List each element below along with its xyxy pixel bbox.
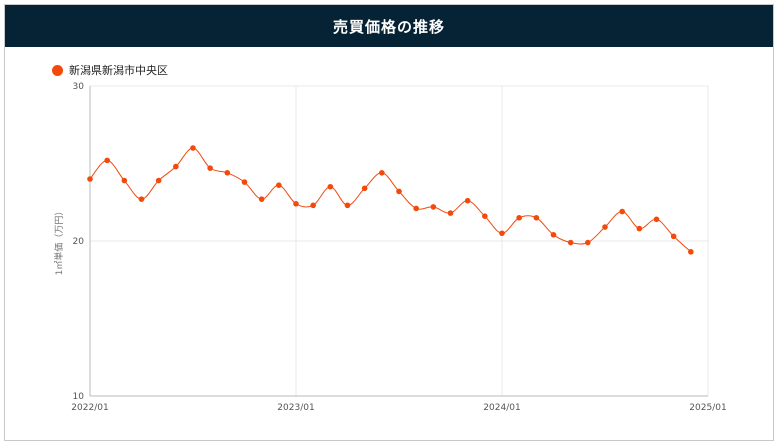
data-point [516,214,522,221]
data-point [207,165,213,171]
data-point [224,170,231,176]
data-point [310,202,316,209]
data-point [567,239,574,246]
series-line [89,147,692,253]
data-point [258,196,265,202]
data-point [653,216,660,223]
chart-panel: 売買価格の推移 新潟県新潟市中央区 [4,4,774,441]
data-point [602,224,608,230]
legend-label: 新潟県新潟市中央区 [69,64,168,77]
y-axis-label: 1㎡単価（万円） [53,207,65,276]
y-tick-label: 20 [73,237,85,247]
legend[interactable]: 新潟県新潟市中央区 [52,62,168,78]
data-point [87,176,93,182]
data-point [293,201,299,207]
data-point [464,197,471,204]
data-point [138,196,145,202]
data-point [670,233,677,240]
axes: 10 20 30 2022/01 2023/01 2024/01 2025/01 1㎡単価（万… [53,82,727,413]
x-tick-label: 2023/01 [277,403,314,413]
series-group [87,145,694,255]
data-point [104,157,110,164]
data-point [585,239,591,246]
data-point [430,204,437,210]
data-point [447,210,454,216]
data-point [361,185,368,192]
chart-header: 売買価格の推移 [5,5,773,47]
data-point [550,232,557,238]
data-point [499,230,505,237]
data-point [344,202,351,209]
x-tick-label: 2022/01 [71,403,108,413]
x-tick-label: 2024/01 [483,403,520,413]
x-tick-label: 2025/01 [689,403,726,413]
data-point [413,205,419,212]
data-point [327,183,334,190]
y-tick-label: 10 [73,392,85,402]
data-point [379,170,385,176]
data-point [121,177,128,184]
data-point [396,188,402,195]
data-point [619,208,625,215]
data-point [241,179,248,185]
data-point [276,182,282,188]
data-point [636,225,643,232]
grid [89,85,709,397]
data-point [155,177,162,184]
data-point [482,213,488,219]
data-point [173,163,179,170]
legend-marker [52,64,63,76]
data-point [533,214,540,221]
data-point [190,145,196,151]
y-tick-label: 30 [73,82,85,92]
chart-title: 売買価格の推移 [332,17,445,36]
data-point [688,249,694,255]
